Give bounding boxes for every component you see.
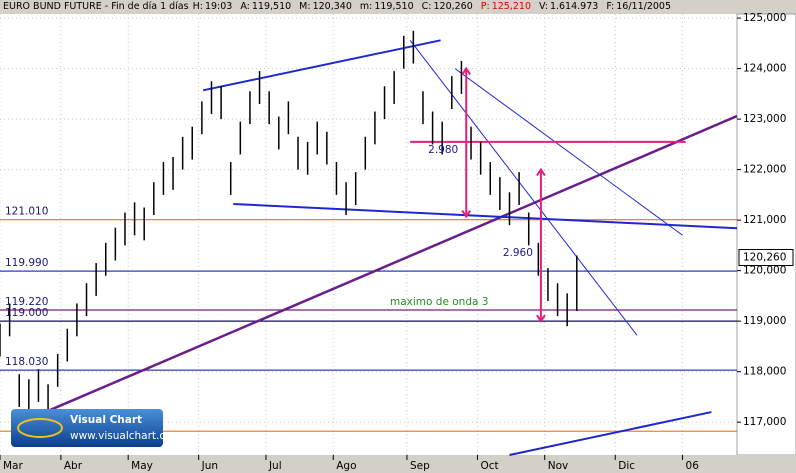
y-tick-label: 123,000 bbox=[743, 113, 786, 125]
logo-url: www.visualchart.com bbox=[70, 430, 182, 442]
field-label: V: bbox=[539, 1, 548, 12]
field-value: 1.614.973 bbox=[549, 1, 599, 12]
plot-area bbox=[0, 14, 737, 455]
trend-line bbox=[202, 39, 441, 92]
header-field: P: 125,210 bbox=[481, 1, 535, 12]
header-field: F: 16/11/2005 bbox=[606, 1, 675, 12]
field-value: 120,340 bbox=[312, 1, 352, 12]
field-value: 120,260 bbox=[433, 1, 473, 12]
level-label: 119.000 bbox=[5, 307, 48, 319]
x-tick-label: Jul bbox=[268, 460, 282, 472]
last-price-label: 120,260 bbox=[743, 252, 786, 264]
field-label: m: bbox=[359, 1, 373, 12]
logo-box bbox=[11, 409, 163, 447]
x-axis-area bbox=[0, 455, 796, 473]
trend-line bbox=[233, 202, 738, 230]
header-field: m: 119,510 bbox=[360, 1, 418, 12]
measure-label: 2.980 bbox=[428, 144, 458, 156]
trend-line bbox=[409, 40, 638, 336]
trend-line bbox=[509, 411, 712, 456]
y-tick-label: 118,000 bbox=[743, 366, 786, 378]
arrow-head bbox=[461, 66, 472, 219]
field-value: 19:03 bbox=[204, 1, 233, 12]
chart-title: EURO BUND FUTURE - Fin de día 1 días bbox=[3, 1, 189, 12]
header-field: A: 119,510 bbox=[240, 1, 295, 12]
y-tick-label: 121,000 bbox=[743, 214, 786, 226]
logo-icon bbox=[17, 418, 63, 438]
arrow-head bbox=[536, 167, 546, 323]
field-value: 16/11/2005 bbox=[616, 1, 672, 12]
y-tick-label: 119,000 bbox=[743, 315, 786, 327]
header-field: V: 1.614.973 bbox=[539, 1, 602, 12]
field-label: H: bbox=[192, 1, 203, 12]
y-tick-label: 122,000 bbox=[743, 164, 786, 176]
field-label: F: bbox=[606, 1, 615, 12]
y-tick-label: 117,000 bbox=[743, 416, 786, 428]
header-field: H: 19:03 bbox=[193, 1, 237, 12]
trend-line bbox=[454, 68, 683, 236]
x-tick-label: 06 bbox=[686, 460, 700, 472]
last-price-box bbox=[738, 249, 794, 267]
header-field: M: 120,340 bbox=[299, 1, 356, 12]
y-tick-label: 125,000 bbox=[743, 12, 786, 24]
logo-name: Visual Chart bbox=[70, 414, 142, 426]
field-value: 119,510 bbox=[374, 1, 414, 12]
annotation: maximo de onda 3 bbox=[390, 296, 488, 308]
measure-label: 2.960 bbox=[503, 247, 533, 259]
field-label: M: bbox=[299, 1, 311, 12]
field-value: 125,210 bbox=[491, 1, 532, 12]
level-label: 121.010 bbox=[5, 206, 48, 218]
x-tick-label: Abr bbox=[64, 460, 83, 472]
y-tick-label: 120,000 bbox=[743, 265, 786, 277]
x-tick-label: Sep bbox=[410, 460, 430, 472]
x-tick-label: May bbox=[131, 460, 153, 472]
level-label: 118.030 bbox=[5, 356, 48, 368]
trend-line bbox=[49, 114, 738, 412]
y-tick-label: 124,000 bbox=[743, 63, 786, 75]
field-label: P: bbox=[480, 1, 490, 12]
x-tick-label: Ago bbox=[336, 460, 356, 472]
x-tick-label: Jun bbox=[201, 460, 218, 472]
x-tick-label: Oct bbox=[480, 460, 498, 472]
header-field: C: 120,260 bbox=[422, 1, 477, 12]
x-tick-label: Mar bbox=[3, 460, 23, 472]
field-label: C: bbox=[421, 1, 432, 12]
y-axis-area bbox=[736, 13, 796, 456]
field-label: A: bbox=[240, 1, 250, 12]
x-tick-label: Nov bbox=[548, 460, 569, 472]
level-label: 119.220 bbox=[5, 296, 48, 308]
x-tick-label: Dic bbox=[618, 460, 635, 472]
level-label: 119.990 bbox=[5, 257, 48, 269]
field-value: 119,510 bbox=[251, 1, 292, 12]
header: EURO BUND FUTURE - Fin de día 1 días H: 19… bbox=[0, 0, 796, 14]
